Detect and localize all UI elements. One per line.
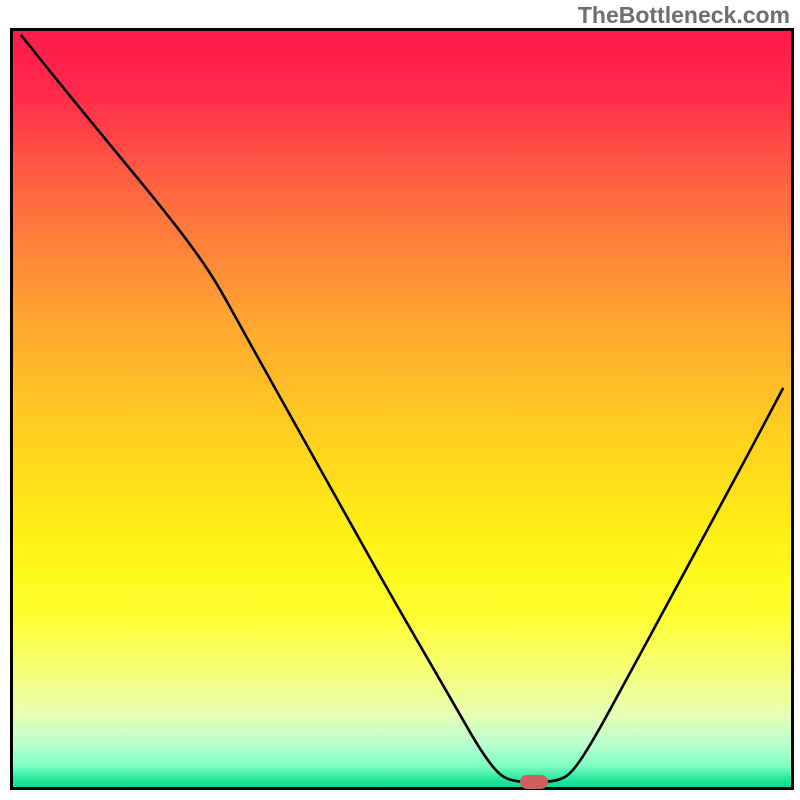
watermark-text: TheBottleneck.com bbox=[578, 2, 790, 29]
plot-area bbox=[10, 28, 794, 790]
optimal-point-marker bbox=[520, 775, 548, 789]
bottleneck-curve bbox=[13, 31, 791, 787]
chart-root: TheBottleneck.com bbox=[0, 0, 800, 800]
